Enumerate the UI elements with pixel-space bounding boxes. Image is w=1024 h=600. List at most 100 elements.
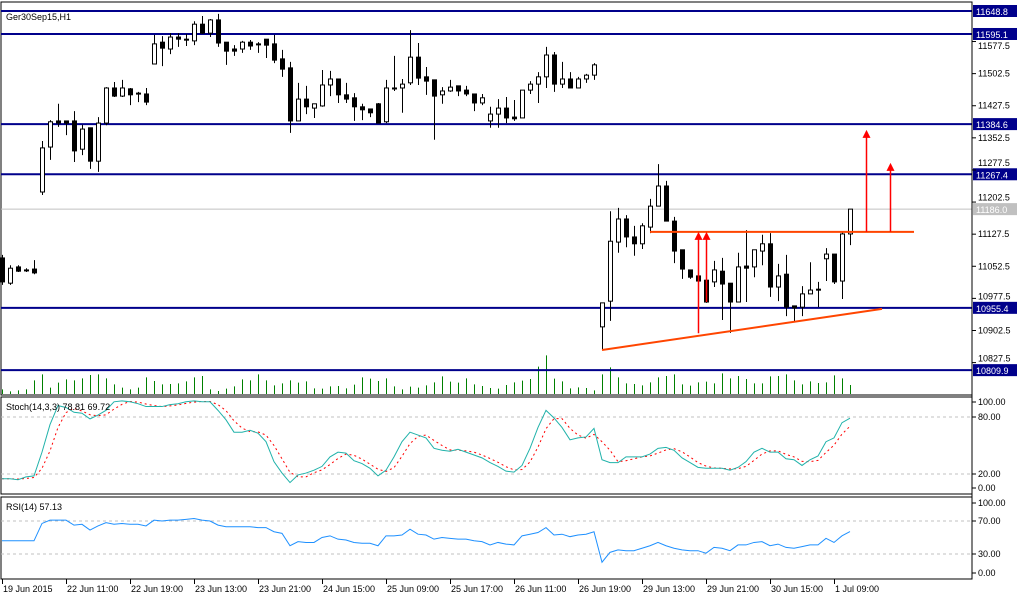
candle-bullish: [448, 86, 453, 92]
candle-bullish: [48, 121, 53, 148]
candle-bullish: [752, 249, 757, 268]
candle-bearish: [0, 257, 5, 283]
time-tick-label: 22 Jun 19:00: [131, 584, 183, 594]
price-tick-label: 10827.5: [978, 354, 1011, 364]
candle-bearish: [280, 58, 285, 70]
price-tick-label: 11277.5: [978, 158, 1010, 168]
chart-title: Ger30Sep15,H1: [6, 12, 71, 22]
support-trendline[interactable]: [601, 307, 883, 351]
candle-bearish: [688, 269, 693, 278]
stoch-signal-line: [2, 400, 851, 480]
level-label: 10809.9: [976, 366, 1009, 376]
level-label: 10955.4: [976, 304, 1009, 314]
price-tick-label: 11427.5: [978, 101, 1010, 111]
candle-bullish: [240, 41, 245, 50]
candle-bearish: [32, 268, 37, 274]
candle-bearish: [664, 185, 669, 222]
level-badge: [973, 5, 1017, 17]
price-tick-label: 10977.5: [978, 291, 1011, 301]
candle-bullish: [544, 54, 549, 78]
stochastic-panel: 100.00 80.00 20.00 0.00: [1, 397, 1006, 493]
candlesticks: [0, 13, 853, 350]
stoch-tick-label: 80.00: [978, 412, 1001, 422]
candle-bearish: [568, 78, 573, 89]
candle-bullish: [736, 266, 741, 303]
candle-bullish: [208, 19, 213, 34]
stoch-tick-label: 0.00: [978, 483, 996, 493]
level-badge: [973, 168, 1017, 181]
annotations[interactable]: [601, 129, 914, 351]
axes: 11577.5 11502.5 11427.5 11352.5 11277.5 11202…: [1, 2, 1011, 594]
candle-bullish: [824, 253, 829, 260]
level-label: 11384.6: [976, 120, 1008, 130]
time-tick-label: 26 Jun 11:00: [515, 584, 566, 594]
candle-bullish: [400, 83, 405, 89]
candle-bearish: [552, 54, 557, 85]
time-tick-label: 25 Jun 09:00: [387, 584, 439, 594]
candle-bullish: [800, 293, 805, 308]
arrow-up-icon: [886, 162, 895, 171]
candle-bearish: [72, 120, 77, 152]
price-tick-label: 10902.5: [978, 325, 1011, 335]
candle-bearish: [832, 253, 837, 283]
candle-bullish: [40, 147, 45, 193]
candle-bearish: [224, 41, 229, 52]
candle-bearish: [64, 120, 69, 124]
rsi-tick-label: 100.00: [978, 498, 1006, 508]
candle-bearish: [784, 273, 789, 308]
candle-bearish: [304, 98, 309, 108]
candle-bearish: [424, 76, 429, 82]
candle-bearish: [128, 88, 133, 96]
candle-bullish: [440, 90, 445, 96]
candle-bullish: [608, 240, 613, 302]
stoch-label: Stoch(14,3,3) 78.81 69.72: [6, 402, 110, 412]
candle-bearish: [720, 270, 725, 285]
rsi-line: [2, 518, 851, 564]
candle-bearish: [768, 243, 773, 288]
candle-bearish: [336, 78, 341, 96]
candle-bearish: [176, 36, 181, 40]
stoch-tick-label: 20.00: [978, 469, 1001, 479]
candle-bullish: [536, 76, 541, 85]
arrow-up-icon: [702, 231, 711, 240]
volume-bars: [2, 355, 851, 394]
candle-bullish: [136, 92, 141, 95]
time-tick-label: 19 Jun 2015: [3, 584, 53, 594]
candle-bearish: [360, 106, 365, 111]
time-tick-label: 25 Jun 17:00: [451, 584, 503, 594]
level-badge: [973, 118, 1017, 131]
stoch-main-line: [2, 400, 851, 484]
price-tick-label: 11127.5: [978, 229, 1009, 239]
price-tick-label: 11352.5: [978, 133, 1010, 143]
candle-bearish: [728, 282, 733, 303]
candle-bullish: [776, 275, 781, 288]
candle-bearish: [88, 127, 93, 162]
level-label: 11648.8: [976, 7, 1008, 17]
current-price-label: 11186.0: [976, 205, 1007, 215]
time-tick-label: 29 Jun 21:00: [707, 584, 759, 594]
price-tick-label: 11202.5: [978, 193, 1010, 203]
price-tick-label: 11052.5: [978, 261, 1010, 271]
candle-bearish: [216, 19, 221, 44]
candle-bullish: [528, 83, 533, 91]
candle-bearish: [24, 269, 29, 272]
time-tick-label: 30 Jun 15:00: [771, 584, 823, 594]
rsi-tick-label: 30.00: [978, 549, 1001, 559]
time-tick-label: 1 Jul 09:00: [835, 584, 879, 594]
time-tick-label: 24 Jun 15:00: [323, 584, 375, 594]
candle-bearish: [112, 87, 117, 97]
horizontal-levels[interactable]: 11186.0 11648.8 11595.1 11384.6 11267.4 10955…: [1, 5, 1017, 377]
stoch-tick-label: 100.00: [978, 397, 1006, 407]
candle-bearish: [632, 236, 637, 245]
candle-bullish: [640, 225, 645, 245]
candle-bullish: [712, 269, 717, 283]
candle-bearish: [464, 89, 469, 95]
time-tick-label: 22 Jun 11:00: [67, 584, 118, 594]
candle-bullish: [488, 113, 493, 122]
candle-bullish: [8, 267, 13, 284]
level-badge: [973, 364, 1017, 377]
candle-bearish: [352, 97, 357, 108]
candle-bullish: [600, 302, 605, 328]
candle-bearish: [472, 93, 477, 104]
